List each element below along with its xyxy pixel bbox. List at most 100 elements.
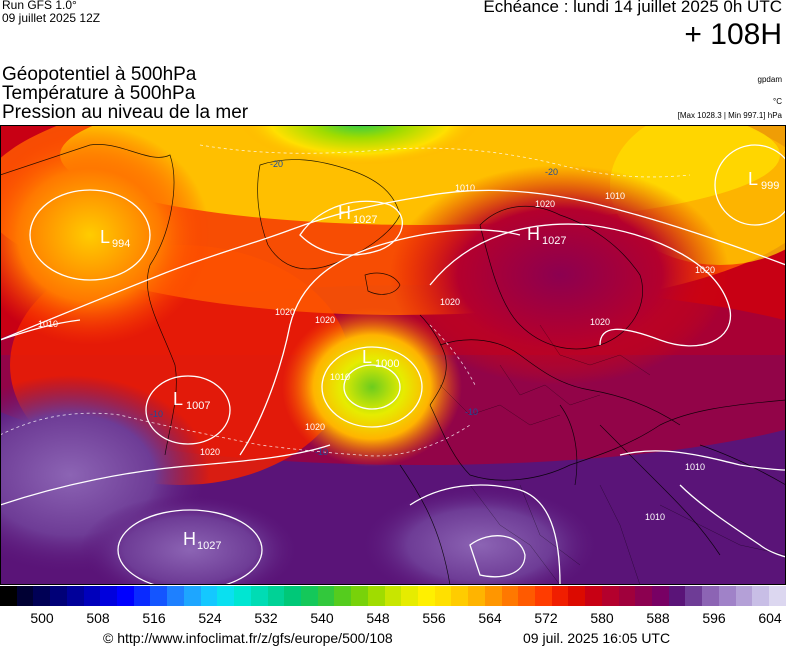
low-center-letter: L — [362, 347, 372, 367]
field-sahara-purple — [360, 485, 600, 585]
colorbar-swatch — [585, 586, 602, 606]
low-center-value: 994 — [112, 238, 130, 250]
isobar-label: 1020 — [440, 297, 460, 307]
field-scandinavia-warm — [390, 165, 730, 385]
colorbar-swatch — [117, 586, 134, 606]
low-center-labrador: L 994 — [100, 227, 130, 250]
colorbar-swatch — [267, 586, 285, 606]
footer-generated-time: 09 juil. 2025 16:05 UTC — [523, 630, 671, 646]
isobar-1020-north — [0, 189, 786, 341]
high-center-letter: H — [183, 529, 196, 549]
colorbar-swatch — [451, 586, 469, 606]
colorbar-swatch — [551, 586, 569, 606]
pressure-minmax: [Max 1028.3 | Min 997.1] hPa — [677, 111, 782, 120]
colorbar-tick-label: 532 — [254, 610, 278, 626]
run-date-label: 09 juillet 2025 12Z — [2, 11, 101, 25]
isobar-label: 1020 — [305, 422, 325, 432]
colorbar-swatch — [250, 586, 268, 606]
isobar-azores-h — [117, 509, 263, 585]
isobar-greenland-h — [299, 200, 403, 256]
low-center-value: 999 — [761, 180, 779, 192]
colorbar-swatch — [618, 586, 636, 606]
low-center-letter: L — [100, 227, 110, 247]
colorbar-swatch — [685, 586, 703, 606]
isobar-label: 1020 — [590, 317, 610, 327]
low-center-atlantic: L 1007 — [173, 389, 210, 412]
colorbar-swatch — [601, 586, 619, 606]
colorbar-swatch — [167, 586, 184, 606]
isobar-label: 1010 — [605, 191, 625, 201]
isobar-atlantic-l — [145, 375, 231, 445]
isobar-1010-west — [0, 319, 81, 341]
isobar-labels: 1010 1020 1020 1020 1020 1020 1010 1010 … — [38, 183, 715, 522]
colorbar-swatch — [417, 586, 435, 606]
colorbar-swatch — [0, 586, 17, 606]
isobar-label: 1020 — [695, 265, 715, 275]
colorbar-swatch — [635, 586, 653, 606]
isobar-label: 1010 — [645, 512, 665, 522]
isobar-1020-mid — [239, 229, 521, 456]
isotherm-label: -10 — [465, 407, 478, 417]
colorbar — [0, 586, 786, 606]
colorbar-ticks: 500 508 516 524 532 540 548 556 564 572 580 588 596 6… — [0, 610, 786, 628]
colorbar-tick-label: 572 — [534, 610, 558, 626]
low-center-letter: L — [173, 389, 183, 409]
high-center-letter: H — [527, 224, 540, 244]
colorbar-swatch — [300, 586, 318, 606]
colorbar-swatch — [317, 586, 335, 606]
isobar-label: 1020 — [275, 307, 295, 317]
forecast-horizon: + 108H — [684, 18, 782, 51]
low-center-iberia: L 1000 — [362, 347, 399, 370]
colorbar-tick-label: 580 — [590, 610, 614, 626]
colorbar-swatch — [234, 586, 251, 606]
high-center-value: 1027 — [542, 235, 566, 247]
isobar-label: 1010 — [38, 319, 58, 329]
low-center-east: L 999 — [748, 169, 779, 192]
isobar-1020-south — [0, 444, 331, 506]
colorbar-swatch — [100, 586, 118, 606]
colorbar-swatch — [718, 586, 736, 606]
low-center-value: 1000 — [375, 358, 399, 370]
colorbar-swatch — [468, 586, 485, 606]
colorbar-tick-label: 508 — [86, 610, 110, 626]
colorbar-swatch — [200, 586, 218, 606]
low-center-value: 1007 — [186, 400, 210, 412]
isotherm-labels: -20 -10 -20 -10 -10 — [150, 159, 558, 457]
borders — [439, 324, 786, 585]
weather-map: 1010 1020 1020 1020 1020 1020 1010 1010 … — [0, 125, 786, 585]
field-azores-purple — [80, 495, 300, 585]
colorbar-swatch — [351, 586, 368, 606]
isotherm-label: -10 — [150, 409, 163, 419]
high-center-letter: H — [338, 203, 351, 223]
colorbar-swatch — [217, 586, 235, 606]
run-model-label: Run GFS 1.0° — [2, 0, 77, 12]
field-arctic-green — [240, 125, 480, 165]
pressure-centers: H 1027 H 1027 H 1027 L 1000 L 1007 L 994… — [100, 169, 779, 552]
colorbar-swatch — [83, 586, 101, 606]
colorbar-swatch — [668, 586, 686, 606]
field-labrador — [0, 125, 210, 345]
high-center-greenland: H 1027 — [338, 203, 377, 226]
colorbar-swatch — [367, 586, 385, 606]
isobar-label: 1010 — [330, 372, 350, 382]
coastlines — [0, 143, 786, 585]
colorbar-swatch — [752, 586, 770, 606]
isobar-1020-loop — [429, 223, 732, 347]
colorbar-swatch — [769, 586, 786, 606]
colorbar-tick-label: 564 — [478, 610, 502, 626]
unit-geopotential: gpdam — [757, 75, 782, 84]
footer-source-url: © http://www.infoclimat.fr/z/gfs/europe/… — [103, 630, 393, 646]
colorbar-swatch — [284, 586, 301, 606]
colorbar-swatch — [434, 586, 452, 606]
isobar-africa — [409, 484, 561, 585]
colorbar-tick-label: 588 — [646, 610, 670, 626]
colorbar-tick-label: 516 — [142, 610, 166, 626]
isobar-label: 1010 — [685, 462, 705, 472]
colorbar-swatch — [484, 586, 502, 606]
isotherm-label: -20 — [270, 159, 283, 169]
colorbar-tick-label: 604 — [758, 610, 782, 626]
title-temperature: Température à 500hPa — [2, 83, 196, 104]
isobar-label: 1020 — [535, 199, 555, 209]
colorbar-swatch — [150, 586, 168, 606]
isobar-labrador-l — [29, 189, 151, 281]
